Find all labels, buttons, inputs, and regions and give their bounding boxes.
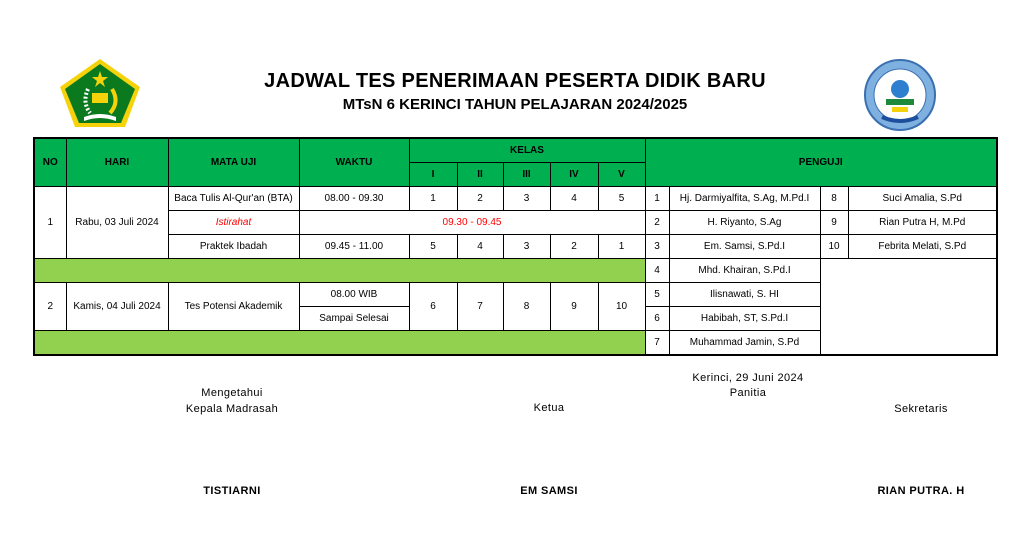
penguji-no: 7 [644,330,670,356]
kelas-cell: 10 [597,282,646,331]
penguji-name: Rian Putra H, M.Pd [847,210,998,235]
kelas-cell: 5 [408,234,458,259]
kelas-cell: 1 [597,234,646,259]
page-title: JADWAL TES PENERIMAAN PESERTA DIDIK BARU [264,70,766,92]
kelas-cell: 2 [456,186,504,211]
kelas-cell: 1 [408,186,458,211]
day-no: 1 [33,186,67,259]
penguji-name: Suci Amalia, S.Pd [847,186,998,211]
header-kelas: KELAS [408,137,646,163]
penguji-name: Em. Samsi, S.Pd.I [668,234,821,259]
mata-uji: Praktek Ibadah [167,234,300,259]
kelas-cell: 3 [502,234,551,259]
penguji-name: Febrita Melati, S.Pd [847,234,998,259]
break-time: 09.30 - 09.45 [298,210,646,235]
day-no: 2 [33,282,67,331]
penguji-no: 8 [819,186,849,211]
penguji-no: 3 [644,234,670,259]
penguji-name: Ilisnawati, S. HI [668,282,821,307]
penguji-no: 1 [644,186,670,211]
place-date: Kerinci, 29 Juni 2024 [692,372,804,384]
waktu: 09.45 - 11.00 [298,234,410,259]
table-row: 2 Kamis, 04 Juli 2024 Tes Potensi Akadem… [33,282,997,331]
header-kelas-i: I [408,162,458,187]
header-mata-uji: MATA UJI [167,137,300,187]
penguji-no: 4 [644,258,670,283]
mata-uji: Tes Potensi Akademik [167,282,300,331]
kelas-cell: 8 [502,282,551,331]
penguji-no: 9 [819,210,849,235]
schedule-table: NO HARI MATA UJI WAKTU KELAS PENGUJI I I… [33,137,998,356]
table-row: Praktek Ibadah 09.45 - 11.00 5 4 3 2 1 3… [34,234,998,259]
sekretaris-name: RIAN PUTRA. H [877,485,965,497]
table-row: 4 Mhd. Khairan, S.Pd.I [33,258,997,355]
penguji-name: Mhd. Khairan, S.Pd.I [668,258,821,283]
ketua-name: EM SAMSI [520,485,578,497]
header-penguji: PENGUJI [644,137,998,187]
separator-row [33,258,646,283]
kelas-cell: 4 [549,186,599,211]
penguji-no: 10 [819,234,849,259]
header-kelas-v: V [597,162,646,187]
header-hari: HARI [65,137,169,187]
madrasah-logo-icon [864,59,936,131]
kelas-cell: 6 [408,282,458,331]
waktu-start: 08.00 WIB [298,282,410,307]
table-row: Sampai Selesai 6 Habibah, ST, S.Pd.I [34,306,997,331]
penguji-name: H. Riyanto, S.Ag [668,210,821,235]
penguji-no: 5 [644,282,670,307]
kelas-cell: 7 [456,282,504,331]
mata-uji: Baca Tulis Al-Qur'an (BTA) [167,186,300,211]
table-row: 7 Muhammad Jamin, S.Pd [33,330,997,356]
break-label: Istirahat [167,210,300,235]
header-no: NO [33,137,67,187]
penguji-name: Muhammad Jamin, S.Pd [668,330,821,356]
kepala-madrasah-name: TISTIARNI [203,485,261,497]
kelas-cell: 5 [597,186,646,211]
penguji-name: Habibah, ST, S.Pd.I [668,306,821,331]
kelas-cell: 3 [502,186,551,211]
waktu-end: Sampai Selesai [298,306,410,331]
kelas-cell: 9 [549,282,599,331]
table-row: Istirahat 09.30 - 09.45 2 H. Riyanto, S.… [34,210,998,235]
kemenag-logo-icon [60,59,140,127]
header-waktu: WAKTU [298,137,410,187]
penguji-name: Hj. Darmiyalfita, S.Ag, M.Pd.I [668,186,821,211]
penguji-no: 2 [644,210,670,235]
day-hari: Kamis, 04 Juli 2024 [65,282,169,331]
empty-cell [819,258,997,355]
table-row: 1 Rabu, 03 Juli 2024 Baca Tulis Al-Qur'a… [33,186,998,259]
kepala-madrasah-label: Kepala Madrasah [185,403,279,415]
header-kelas-ii: II [456,162,504,187]
waktu: 08.00 - 09.30 [298,186,410,211]
sekretaris-label: Sekretaris [894,403,948,415]
ketua-label: Ketua [533,402,565,414]
mengetahui-label: Mengetahui [201,387,263,399]
panitia-label: Panitia [729,387,767,399]
penguji-no: 6 [644,306,670,331]
page-subtitle: MTsN 6 KERINCI TAHUN PELAJARAN 2024/2025 [342,96,688,113]
kelas-cell: 2 [549,234,599,259]
separator-row [33,330,646,356]
header-kelas-iii: III [502,162,551,187]
day-hari: Rabu, 03 Juli 2024 [65,186,169,259]
kelas-cell: 4 [456,234,504,259]
header-kelas-iv: IV [549,162,599,187]
